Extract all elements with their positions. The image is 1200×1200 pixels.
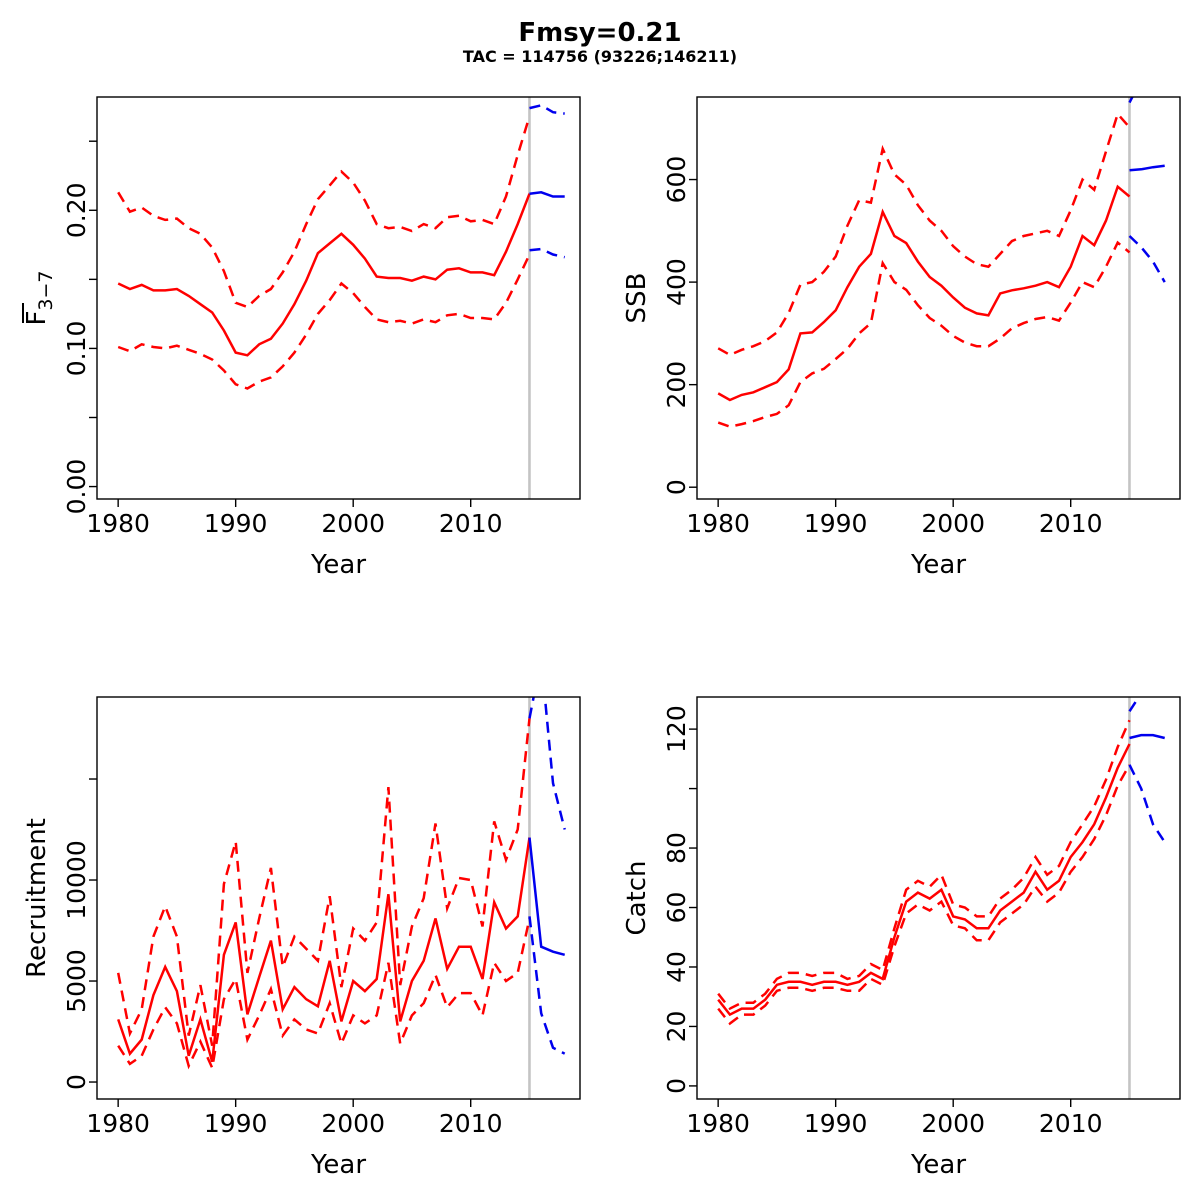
y-axis-title: Catch [622,860,652,935]
fbar-ci-lower-line [117,253,531,390]
y-tick-label: 40 [662,951,691,983]
recruitment-forecast-ci-upper-line [528,697,566,830]
x-tick-label: 2000 [321,509,385,538]
y-axis-title-group: SSB [622,273,652,324]
y-axis-title: Recruitment [22,818,52,978]
y-axis-title-group: Recruitment [22,818,52,978]
x-axis-title: Year [910,550,966,580]
panel-recruitment: 1980 1990 2000 2010 0 5000 10000 Year Recruitmen… [22,696,581,1180]
x-tick-label: 2010 [1039,509,1103,538]
catch-estimate-line [717,743,1131,1017]
recruitment-estimate-line [117,837,531,1063]
ssb-estimate-line [717,184,1131,402]
x-axis-title: Year [310,550,366,580]
fbar-forecast-ci-upper-line [529,103,565,115]
fbar-forecast-line [529,191,565,198]
panel-border [696,96,1181,500]
y-tick-label: 5000 [62,949,91,1013]
y-tick-label: 200 [662,361,691,409]
catch-ci-upper-line [717,719,1131,1011]
y-tick-label: 60 [662,892,691,924]
x-tick-label: 1980 [686,1109,750,1138]
y-axis-title-group: F3−7 [22,270,57,326]
x-tick-label: 1990 [204,1109,268,1138]
y-tick-label: 20 [662,1011,691,1043]
panel-catch: 1980 1990 2000 2010 0 20 40 60 80 120 Year Catch [622,696,1181,1180]
ssb-forecast-ci-lower-line [1128,235,1166,283]
y-axis-title-group: Catch [622,860,652,935]
y-axis-title: F3−7 [22,270,57,325]
x-axis-title: Year [310,1150,366,1180]
series-group [117,103,565,390]
y-tick-label: 80 [662,832,691,864]
figure-subtitle: TAC = 114756 (93226;146211) [462,47,738,66]
fbar-estimate-line [117,193,531,357]
x-tick-label: 2010 [1039,1109,1103,1138]
y-tick-label: 400 [662,258,691,306]
x-tick-label: 2000 [921,509,985,538]
series-group [717,97,1166,428]
fbar-ci-upper-line [117,115,531,309]
recruitment-ci-upper-line [116,718,531,1046]
ssb-forecast-line [1129,164,1165,172]
y-tick-label: 0 [62,1074,91,1090]
y-tick-label: 120 [662,705,691,753]
panel-fbar: 1980 1990 2000 2010 0.00 0.10 0.20 Year F3−7 [22,96,581,580]
x-tick-label: 1980 [686,509,750,538]
ssb-ci-lower-line [717,240,1131,428]
x-tick-label: 2010 [439,1109,503,1138]
y-tick-label: 0.00 [62,459,91,515]
y-tick-label: 10000 [62,840,91,920]
fbar-forecast-ci-lower-line [529,247,565,259]
x-tick-label: 1990 [804,1109,868,1138]
y-tick-label: 0 [662,479,691,495]
panel-ssb: 1980 1990 2000 2010 0 200 400 600 Year SSB [622,96,1181,580]
panel-border [696,696,1181,1100]
x-tick-label: 1980 [86,509,150,538]
panel-border [96,96,581,500]
y-tick-label: 0.20 [62,182,91,238]
x-tick-label: 2000 [921,1109,985,1138]
figure-title: Fmsy=0.21 [518,18,682,48]
catch-forecast-ci-lower-line [1128,764,1166,843]
series-group [717,697,1166,1026]
panel-border [96,696,581,1100]
y-tick-label: 0 [662,1078,691,1094]
x-tick-label: 1980 [86,1109,150,1138]
x-tick-label: 1990 [804,509,868,538]
recruitment-forecast-line [528,837,566,957]
ssb-ci-upper-line [717,111,1131,357]
x-tick-label: 1990 [204,509,268,538]
ssb-forecast-ci-upper-line [1128,97,1134,104]
recruitment-ci-lower-line [117,918,531,1073]
catch-forecast-ci-upper-line [1128,697,1141,712]
x-tick-label: 2000 [321,1109,385,1138]
series-group [116,697,566,1073]
catch-forecast-line [1129,733,1166,740]
recruitment-forecast-ci-lower-line [528,916,566,1055]
catch-ci-lower-line [717,764,1131,1026]
y-tick-label: 0.10 [62,321,91,377]
y-axis-title: SSB [622,273,652,324]
y-tick-label: 600 [662,156,691,204]
x-axis-title: Year [910,1150,966,1180]
x-tick-label: 2010 [439,509,503,538]
